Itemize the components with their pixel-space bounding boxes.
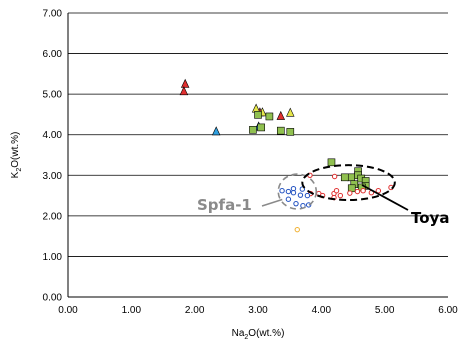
- tick-labels: 0.00 1.00 2.00 3.00 4.00 5.00 6.00 7.00 0.00 1.00…: [43, 9, 459, 317]
- circle-point: [279, 188, 285, 194]
- circle-point: [285, 188, 292, 195]
- annotations: Spfa-1 Toya: [197, 164, 449, 227]
- square-point: [265, 112, 274, 121]
- circle-point: [304, 192, 311, 199]
- square-point: [327, 158, 336, 167]
- circle-point: [337, 192, 344, 199]
- circle-point: [290, 190, 297, 196]
- x-tick-label: 1.00: [122, 305, 142, 316]
- y-tick-label: 1.00: [43, 252, 63, 263]
- x-tick-label: 4.00: [312, 305, 332, 316]
- y-tick-label: 6.00: [43, 49, 63, 60]
- spfa-label: Spfa-1: [197, 196, 252, 214]
- square-point: [340, 173, 349, 182]
- triangle-point: [179, 86, 189, 96]
- y-axis-label: K2O(wt.%): [10, 132, 23, 179]
- y-tick-label: 3.00: [43, 171, 63, 182]
- grid-lines: [68, 12, 448, 257]
- toya-leader-line: [361, 184, 409, 211]
- x-tick-label: 3.00: [248, 305, 268, 316]
- triangle-point: [286, 107, 295, 117]
- axes: [67, 13, 448, 298]
- spfa-ellipse: [277, 173, 318, 210]
- x-tick-label: 6.00: [438, 305, 458, 316]
- square-point: [249, 126, 257, 134]
- x-tick-label: 0.00: [58, 305, 78, 316]
- circle-point: [333, 188, 340, 194]
- square-point: [257, 123, 265, 132]
- data-points: [179, 78, 394, 233]
- y-tick-label: 7.00: [43, 9, 63, 20]
- circle-point: [293, 200, 299, 207]
- x-tick-label: 5.00: [375, 305, 395, 316]
- square-point: [254, 111, 262, 119]
- circle-point: [297, 192, 304, 198]
- y-axis-label-rest: O(wt.%): [10, 132, 21, 168]
- x-axis-label-rest: O(wt.%): [248, 328, 284, 339]
- circle-point: [354, 188, 361, 195]
- x-tick-label: 2.00: [185, 305, 205, 316]
- x-axis-label-base: Na: [232, 328, 245, 339]
- circle-point: [347, 190, 353, 196]
- x-axis-label: Na2O(wt.%): [232, 328, 285, 340]
- square-point: [286, 128, 295, 136]
- y-axis-label-sub: 2: [16, 168, 23, 172]
- triangle-point: [180, 78, 190, 88]
- y-tick-label: 0.00: [43, 293, 63, 304]
- triangle-point: [211, 126, 221, 136]
- y-tick-label: 4.00: [43, 130, 63, 141]
- y-axis-label-base: K: [10, 171, 21, 178]
- circle-point: [285, 196, 292, 202]
- toya-label: Toya: [411, 209, 449, 227]
- spfa-leader-line: [261, 198, 283, 207]
- y-tick-label: 5.00: [43, 90, 63, 101]
- y-tick-label: 2.00: [43, 211, 63, 222]
- triangle-point: [276, 110, 286, 120]
- square-point: [347, 173, 355, 182]
- square-point: [276, 126, 285, 135]
- circle-point: [331, 173, 338, 180]
- toya-ellipse: [301, 164, 396, 202]
- circle-point: [294, 226, 300, 233]
- x-axis-label-sub: 2: [244, 334, 248, 340]
- circle-point: [360, 188, 366, 194]
